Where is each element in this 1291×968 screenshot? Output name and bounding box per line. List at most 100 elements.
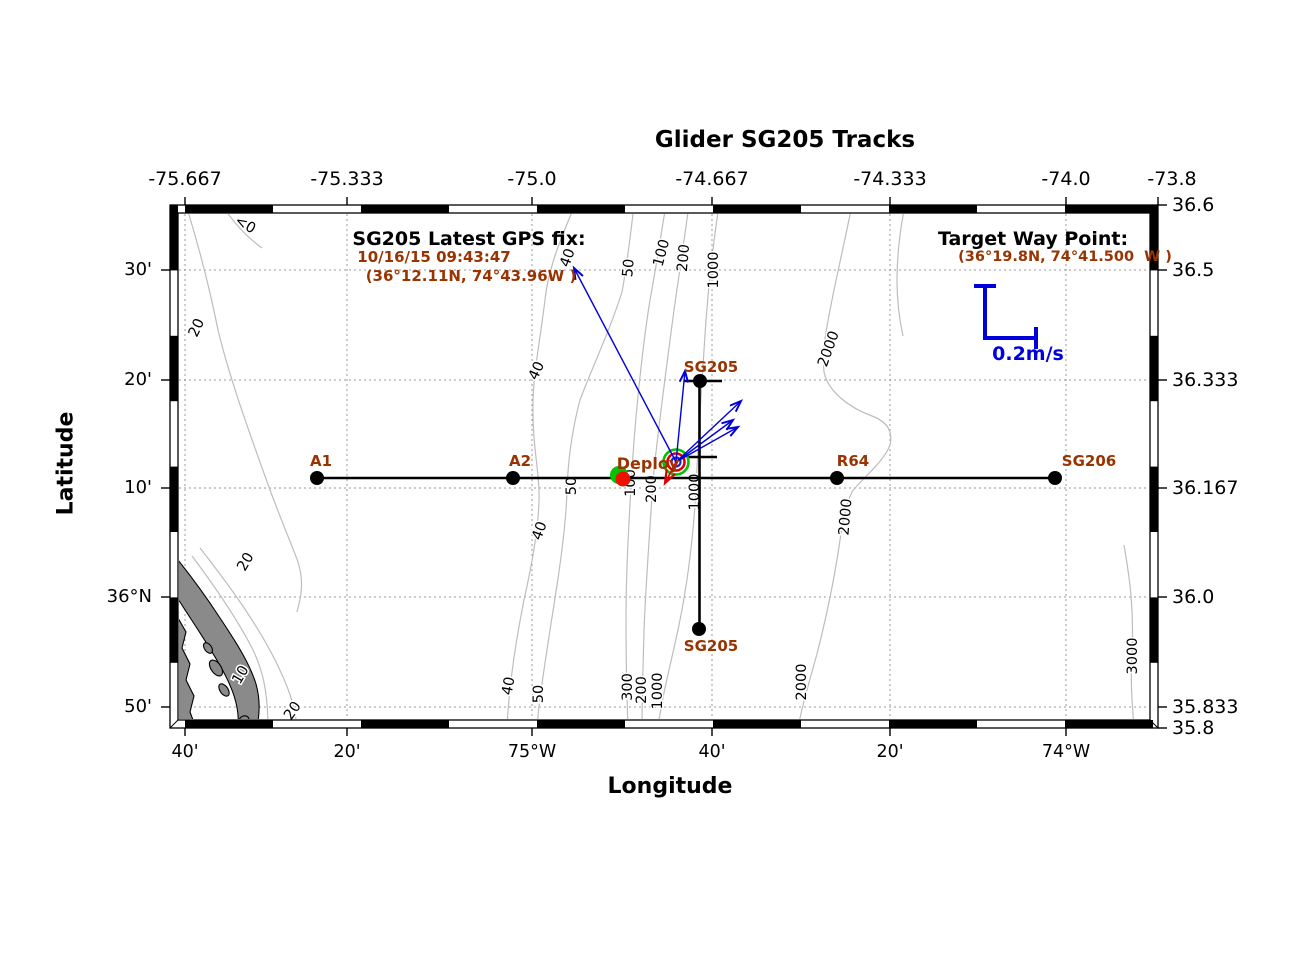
plot-title: Glider SG205 Tracks	[654, 127, 916, 153]
contour-10-coast	[191, 555, 269, 719]
contour-3000	[1123, 544, 1134, 719]
deploy-marker-red	[615, 471, 631, 487]
contour-upper-right	[896, 214, 904, 337]
frame-outer	[169, 204, 1159, 729]
contour-0	[227, 214, 263, 249]
right-axis-tick-label: 35.8	[1172, 717, 1215, 739]
y-axis-label: Latitude	[53, 411, 79, 516]
deploy-and-target-symbols	[610, 448, 690, 487]
contour-label: 1000	[650, 673, 666, 710]
left-axis-tick-label: 50'	[124, 696, 152, 717]
frame-block	[713, 205, 801, 213]
contour-20-west	[188, 214, 303, 613]
top-axis-tick-label: -74.333	[853, 168, 927, 190]
top-axis-tick-label: -74.667	[675, 168, 749, 190]
contour-40	[506, 214, 572, 719]
gps-fix-title: SG205 Latest GPS fix:	[352, 228, 586, 250]
target-ring-green	[662, 448, 690, 476]
contour-1000	[658, 214, 719, 719]
contour-label: 40	[526, 359, 548, 382]
left-axis-tick-label: 30'	[124, 259, 152, 280]
current-vector-arrow	[675, 401, 741, 463]
bottom-axis-tick-label: 20'	[876, 742, 904, 762]
target-waypoint-position: (36°19.8N, 74°41.500 W )	[958, 249, 1172, 265]
frame-block	[537, 720, 625, 728]
island	[238, 715, 250, 719]
left-axis-tick-label: 10'	[124, 477, 152, 498]
graticule-gridlines	[179, 214, 1149, 719]
contour-label: 50	[531, 685, 547, 703]
frame-inner	[177, 212, 1151, 721]
target-ring-red	[666, 452, 686, 472]
frame-block	[361, 205, 449, 213]
frame-block	[1150, 205, 1158, 271]
bottom-axis-tick-label: 40'	[171, 742, 199, 762]
contour-label: 2000	[815, 329, 843, 369]
contour-100	[625, 214, 666, 719]
station-label-sg206: SG206	[1061, 452, 1117, 470]
mainland-strip	[179, 618, 195, 719]
contour-label: 40	[500, 676, 519, 697]
station-marker-sg206	[1048, 471, 1062, 485]
contour-20-coast	[199, 547, 297, 719]
current-vector-arrow	[574, 268, 677, 463]
station-label-sg205: SG205	[683, 358, 739, 376]
contour-label: 50	[564, 477, 580, 495]
glider-track-lines	[317, 379, 1055, 629]
frame-block	[889, 205, 977, 213]
axis-tick-marks	[161, 197, 1167, 736]
station-label-sg205: SG205	[683, 637, 739, 655]
map-fancy-frame	[169, 204, 1159, 729]
bottom-axis-tick-label: 75°W	[507, 742, 557, 762]
top-axis-tick-label: -74.0	[1041, 168, 1091, 190]
contour-label: 200	[634, 676, 650, 704]
frame-block	[1150, 335, 1158, 402]
velocity-scale-glyph	[974, 284, 1038, 349]
bottom-axis-tick-label: 74°W	[1041, 742, 1091, 762]
island	[208, 659, 224, 677]
frame-block	[185, 720, 273, 728]
island	[202, 642, 214, 654]
contour-label: 200	[644, 475, 660, 503]
contour-label: 20	[234, 550, 257, 574]
frame-block	[537, 205, 625, 213]
station-marker-a2	[506, 471, 520, 485]
current-vector-arrow	[675, 427, 738, 463]
right-axis-tick-label: 36.0	[1172, 586, 1215, 608]
station-marker-a1	[310, 471, 324, 485]
frame-block	[170, 205, 178, 271]
bottom-axis-tick-label: 20'	[333, 742, 361, 762]
station-marker-sg205	[692, 622, 706, 636]
contour-label: <0	[232, 213, 259, 238]
glider-heading-vector	[665, 461, 677, 483]
gps-fix-position: (36°12.11N, 74°43.96W )	[365, 267, 577, 285]
right-axis-tick-label: 36.5	[1172, 259, 1215, 281]
frame-block	[170, 597, 178, 663]
island	[218, 683, 230, 697]
frame-bevel	[169, 719, 179, 729]
left-axis-tick-label: 36°N	[106, 586, 152, 607]
contour-label: 50	[620, 258, 638, 278]
station-label-a2: A2	[508, 452, 532, 470]
contour-label: 2000	[794, 664, 810, 701]
frame-block	[1065, 720, 1153, 728]
contour-label: 20	[186, 316, 208, 339]
frame-block	[889, 720, 977, 728]
x-axis-label: Longitude	[607, 774, 733, 799]
frame-block	[185, 205, 273, 213]
right-axis-tick-label: 36.333	[1172, 369, 1239, 391]
top-axis-tick-label: -75.0	[507, 168, 557, 190]
frame-block	[1065, 205, 1153, 213]
deploy-label: Deploy	[616, 454, 680, 473]
contour-label: 3000	[1125, 638, 1141, 675]
gps-fix-time: 10/16/15 09:43:47	[357, 248, 511, 266]
frame-block	[170, 335, 178, 402]
frame-block	[1150, 597, 1158, 663]
contour-label: 100	[651, 238, 674, 269]
bathymetry-contours	[188, 214, 1134, 719]
frame-tick-blocks	[170, 205, 1158, 728]
station-marker-r64	[830, 471, 844, 485]
coastline-land	[179, 560, 260, 719]
frame-block	[361, 720, 449, 728]
